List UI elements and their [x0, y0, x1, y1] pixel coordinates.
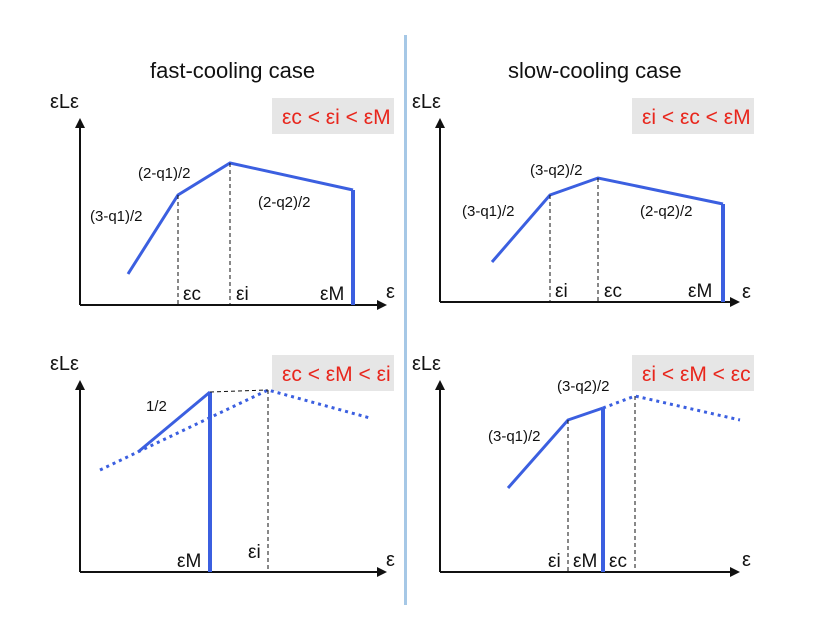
break-label: εc — [609, 551, 627, 572]
dotted-extension — [602, 394, 741, 422]
condition-label: εc < εM < εi — [282, 363, 391, 386]
break-label: εM — [320, 284, 344, 305]
x-axis-label: ε — [742, 549, 751, 571]
panel-bottom-right: εi < εM < εc εLε ε εi εM εc (3-q1)/2 (3-… — [412, 353, 754, 577]
y-axis-label: εLε — [412, 91, 441, 113]
x-axis-label: ε — [386, 549, 395, 571]
condition-box — [632, 98, 754, 134]
fast-cooling-title: fast-cooling case — [150, 58, 316, 83]
x-axis-label: ε — [742, 281, 751, 303]
slope-label: (3-q1)/2 — [90, 208, 143, 225]
spectrum-curve — [126, 161, 354, 275]
y-axis-label: εLε — [50, 353, 79, 375]
break-label: εi — [248, 542, 261, 563]
break-label: εi — [548, 551, 561, 572]
spectrum-curve — [506, 406, 604, 489]
break-guide — [209, 389, 269, 393]
condition-label: εi < εM < εc — [642, 363, 751, 386]
break-label: εi — [555, 281, 568, 302]
spectrum-curve — [137, 390, 211, 454]
slope-label: (3-q1)/2 — [462, 203, 515, 220]
dotted-extension — [99, 388, 371, 472]
spectrum-curve — [490, 176, 724, 263]
condition-label: εi < εc < εM — [642, 106, 751, 129]
y-axis-label: εLε — [50, 91, 79, 113]
break-label: εi — [236, 284, 249, 305]
slope-label: (2-q2)/2 — [640, 203, 693, 220]
condition-label: εc < εi < εM — [282, 106, 391, 129]
slope-label: (3-q1)/2 — [488, 428, 541, 445]
panel-top-left: εc < εi < εM εLε ε εc εi εM (3-q1)/2 (2-… — [50, 91, 395, 310]
break-label: εM — [573, 551, 597, 572]
y-axis-label: εLε — [412, 353, 441, 375]
slope-label: (3-q2)/2 — [530, 162, 583, 179]
x-axis-label: ε — [386, 281, 395, 303]
slow-cooling-title: slow-cooling case — [508, 58, 682, 83]
panel-top-right: εi < εc < εM εLε ε εi εc εM (3-q1)/2 (3-… — [412, 91, 754, 307]
condition-box — [272, 355, 394, 391]
slope-label: (2-q1)/2 — [138, 165, 191, 182]
slope-label: (3-q2)/2 — [557, 378, 610, 395]
condition-box — [632, 355, 754, 391]
break-label: εc — [183, 284, 201, 305]
break-label: εc — [604, 281, 622, 302]
slope-label: (2-q2)/2 — [258, 194, 311, 211]
break-label: εM — [688, 281, 712, 302]
break-label: εM — [177, 551, 201, 572]
case-divider — [404, 35, 407, 605]
condition-box — [272, 98, 394, 134]
slope-label: 1/2 — [146, 398, 167, 415]
panel-bottom-left: εc < εM < εi εLε ε εM εi 1/2 — [50, 353, 395, 577]
